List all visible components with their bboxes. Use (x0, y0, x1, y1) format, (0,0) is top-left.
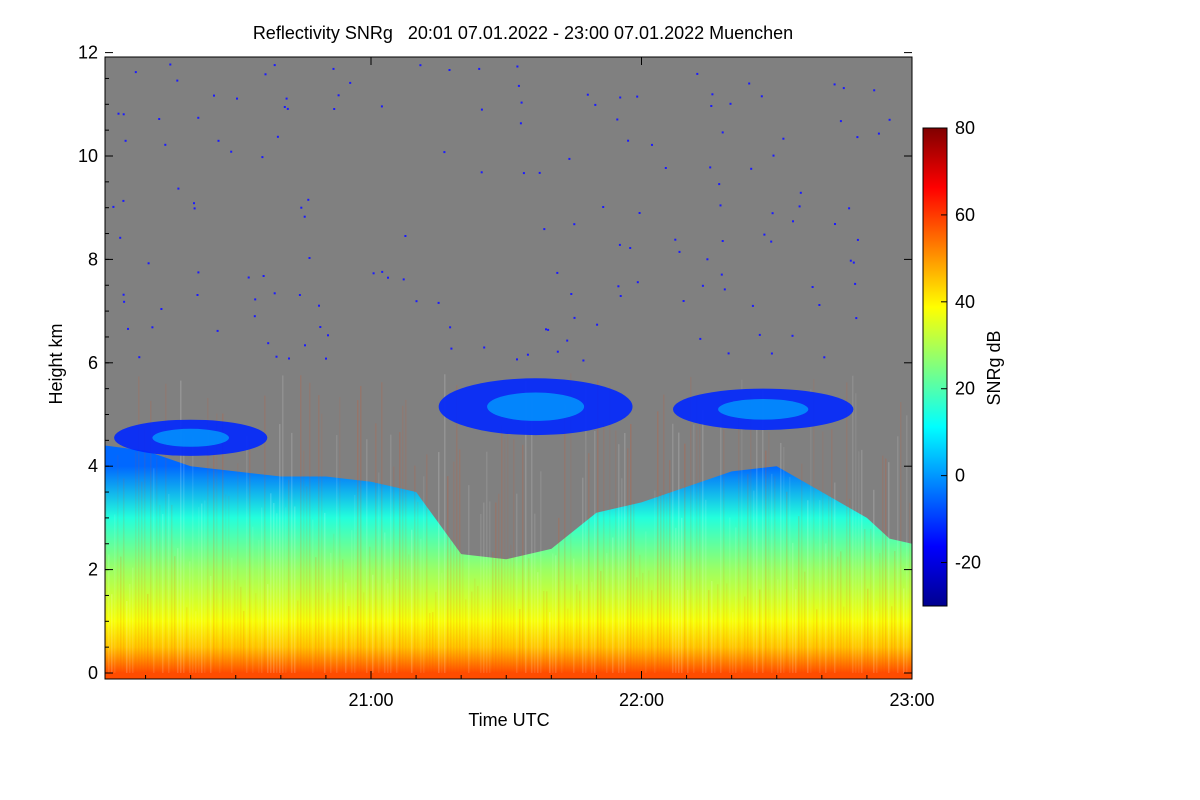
x-tick-label: 21:00 (348, 690, 393, 710)
y-axis-label: Height km (46, 323, 66, 404)
x-axis-label: Time UTC (468, 710, 549, 730)
echo-body (105, 445, 912, 679)
y-tick-label: 0 (88, 663, 98, 683)
noise-specks (112, 63, 891, 362)
x-tick-label: 23:00 (889, 690, 934, 710)
colorbar-tick-label: -20 (955, 553, 981, 573)
colorbar-tick-label: 20 (955, 379, 975, 399)
chart-title: Reflectivity SNRg 20:01 07.01.2022 - 23:… (253, 23, 793, 43)
colorbar-tick-label: 80 (955, 118, 975, 138)
colorbar (922, 127, 948, 607)
colorbar-tick-label: 60 (955, 205, 975, 225)
x-axis: 21:00 22:00 23:00 (145, 57, 935, 710)
y-tick-label: 8 (88, 249, 98, 269)
plot-frame (104, 56, 913, 680)
colorbar-tick-label: 0 (955, 466, 965, 486)
y-axis: 0 2 4 6 8 10 12 (78, 43, 912, 683)
y-tick-label: 6 (88, 353, 98, 373)
x-tick-label: 22:00 (619, 690, 664, 710)
y-tick-label: 12 (78, 43, 98, 63)
y-tick-label: 4 (88, 456, 98, 476)
y-tick-label: 2 (88, 560, 98, 580)
reflectivity-field (105, 373, 912, 679)
colorbar-ticks: -20 0 20 40 60 80 (941, 118, 981, 573)
colorbar-label: SNRg dB (984, 330, 1004, 405)
y-tick-label: 10 (78, 146, 98, 166)
colorbar-tick-label: 40 (955, 292, 975, 312)
